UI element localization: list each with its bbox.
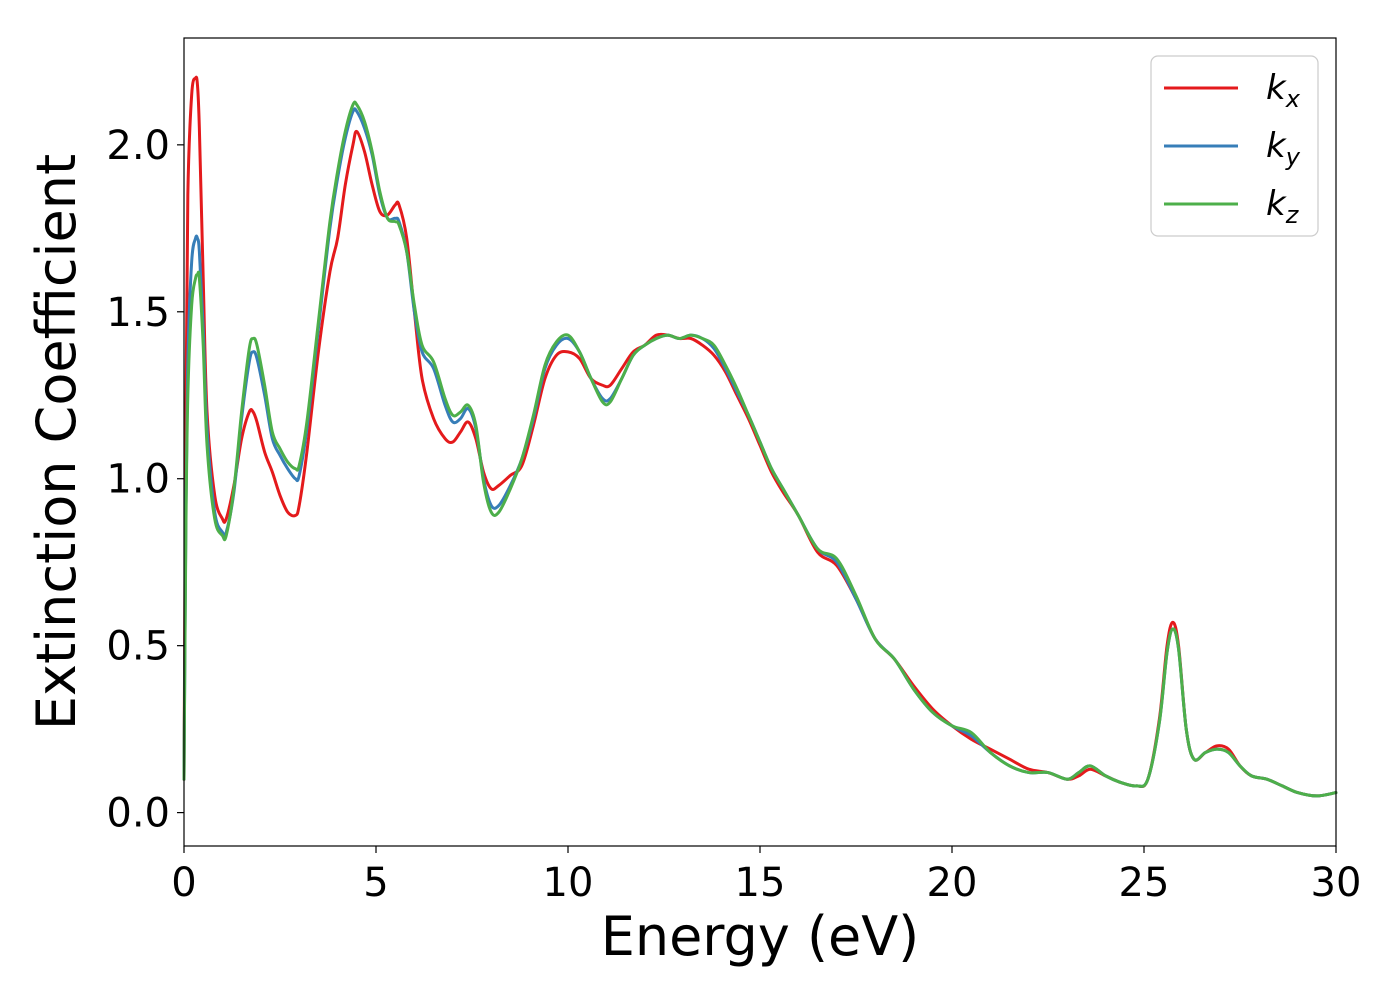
y-tick-label: 1.0 — [106, 457, 170, 503]
x-tick-label: 5 — [363, 860, 388, 906]
y-tick-label: 2.0 — [106, 123, 170, 169]
y-tick-label: 0.5 — [106, 624, 170, 670]
y-tick-label: 0.0 — [106, 791, 170, 837]
x-tick-label: 25 — [1119, 860, 1170, 906]
y-axis-ticks: 0.0 0.5 1.0 1.5 2.0 — [106, 123, 184, 837]
y-tick-label: 1.5 — [106, 290, 170, 336]
x-tick-label: 20 — [927, 860, 978, 906]
x-axis-title: Energy (eV) — [601, 905, 920, 968]
x-tick-label: 30 — [1311, 860, 1362, 906]
x-axis-ticks: 0 5 10 15 20 25 30 — [171, 846, 1361, 906]
y-axis-title: Extinction Coefficient — [25, 154, 88, 730]
x-tick-label: 15 — [735, 860, 786, 906]
x-tick-label: 0 — [171, 860, 196, 906]
x-tick-label: 10 — [543, 860, 594, 906]
